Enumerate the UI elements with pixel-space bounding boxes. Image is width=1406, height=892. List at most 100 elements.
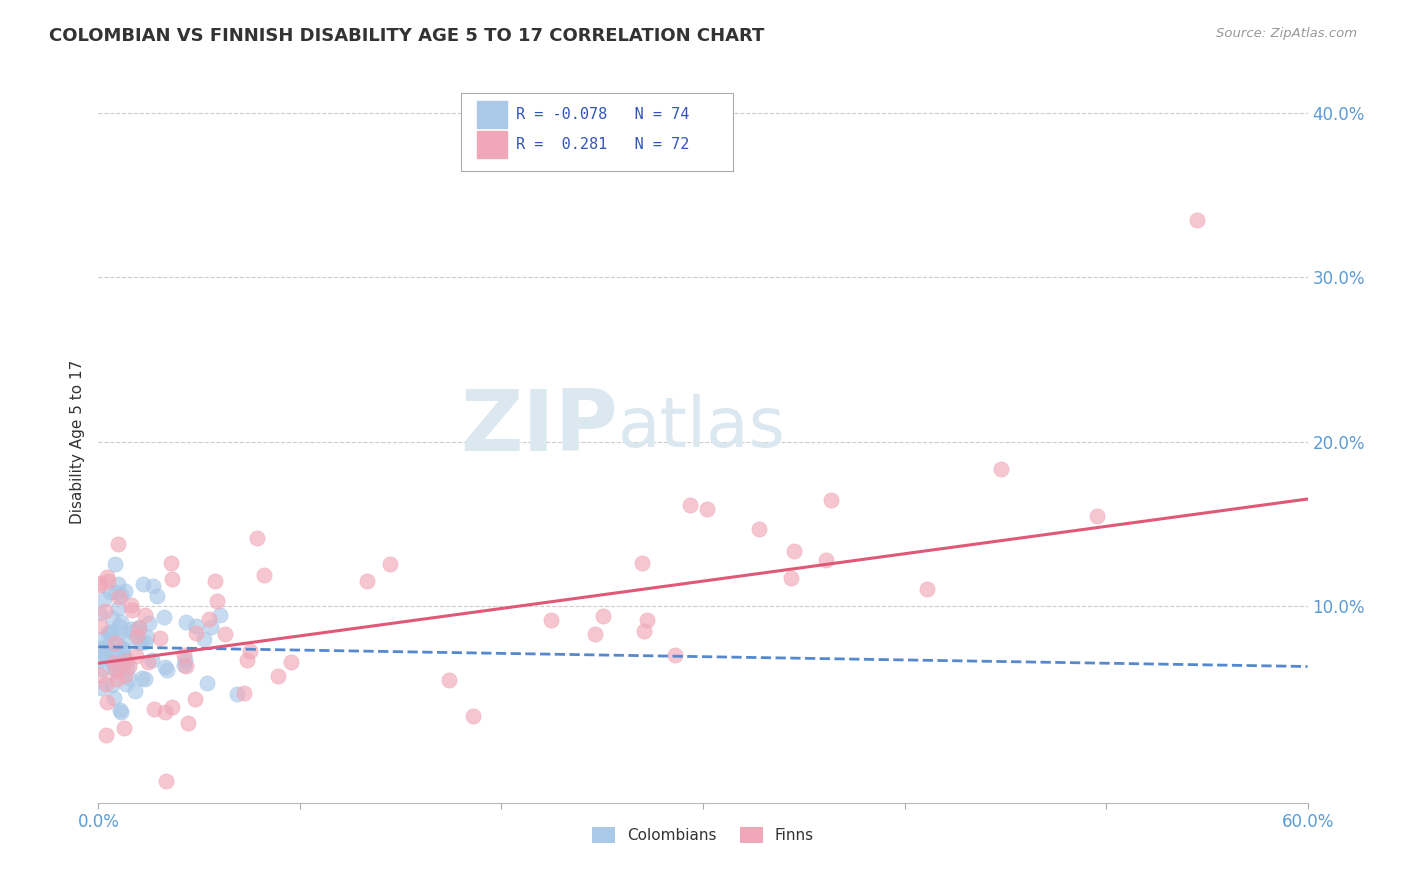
Text: R = -0.078   N = 74: R = -0.078 N = 74: [516, 107, 689, 121]
Point: [636, 613, 658, 627]
Point: [104, 664, 127, 678]
Point: [104, 636, 127, 650]
Point: [118, 671, 141, 685]
Point: [97, 574, 120, 588]
Point: [94, 677, 117, 691]
Point: [142, 579, 165, 593]
Point: [105, 672, 128, 686]
Text: ZIP: ZIP: [461, 385, 619, 468]
Point: [98, 625, 121, 640]
Point: [100, 627, 122, 641]
Bar: [477, 131, 508, 158]
Point: [380, 557, 402, 571]
FancyBboxPatch shape: [461, 93, 734, 170]
Bar: [477, 101, 508, 128]
Point: [128, 620, 150, 634]
Point: [89, 576, 111, 591]
Text: atlas: atlas: [619, 393, 786, 460]
Point: [783, 544, 806, 558]
Point: [780, 571, 803, 585]
Point: [118, 658, 141, 673]
Point: [101, 610, 124, 624]
Point: [214, 627, 236, 641]
Point: [134, 634, 156, 648]
Point: [160, 572, 183, 586]
Point: [155, 660, 177, 674]
Point: [236, 653, 259, 667]
Point: [136, 655, 159, 669]
Point: [132, 577, 155, 591]
Point: [232, 686, 254, 700]
Point: [129, 635, 152, 649]
Text: R =  0.281   N = 72: R = 0.281 N = 72: [516, 137, 689, 152]
Point: [120, 622, 142, 636]
Point: [112, 649, 135, 664]
Point: [177, 715, 200, 730]
Point: [146, 589, 169, 603]
Point: [110, 704, 132, 718]
Point: [148, 632, 170, 646]
Point: [204, 574, 226, 589]
Point: [121, 603, 143, 617]
Y-axis label: Disability Age 5 to 17: Disability Age 5 to 17: [69, 359, 84, 524]
Point: [90, 662, 112, 676]
Point: [173, 658, 195, 673]
Point: [103, 691, 125, 706]
Point: [131, 671, 153, 685]
Point: [583, 627, 606, 641]
Point: [631, 556, 654, 570]
Point: [124, 684, 146, 698]
Point: [155, 774, 177, 789]
Point: [114, 584, 136, 599]
Point: [184, 692, 207, 706]
Point: [174, 658, 197, 673]
Point: [174, 653, 197, 667]
Point: [104, 584, 127, 599]
Point: [93, 604, 115, 618]
Point: [89, 668, 111, 682]
Text: COLOMBIAN VS FINNISH DISABILITY AGE 5 TO 17 CORRELATION CHART: COLOMBIAN VS FINNISH DISABILITY AGE 5 TO…: [49, 27, 765, 45]
Point: [108, 653, 131, 667]
Point: [134, 673, 156, 687]
Point: [141, 653, 163, 667]
Point: [96, 639, 118, 653]
Point: [96, 570, 118, 584]
Point: [915, 582, 938, 597]
Point: [153, 609, 176, 624]
Point: [592, 608, 614, 623]
Point: [208, 608, 231, 623]
Point: [205, 594, 228, 608]
Point: [121, 624, 143, 639]
Point: [184, 618, 207, 632]
Point: [107, 601, 129, 615]
Point: [110, 615, 132, 629]
Point: [748, 522, 770, 536]
Point: [101, 678, 124, 692]
Point: [90, 642, 112, 657]
Point: [160, 556, 183, 570]
Point: [93, 631, 115, 645]
Point: [97, 625, 120, 640]
Point: [153, 705, 176, 719]
Point: [114, 654, 136, 668]
Point: [111, 642, 134, 657]
Point: [679, 498, 702, 512]
Point: [143, 702, 166, 716]
Point: [114, 654, 136, 668]
Point: [125, 629, 148, 643]
Point: [93, 591, 115, 606]
Point: [814, 553, 837, 567]
Point: [633, 624, 655, 639]
Point: [101, 656, 124, 670]
Point: [94, 649, 117, 664]
Point: [107, 639, 129, 653]
Point: [89, 606, 111, 620]
Point: [356, 574, 378, 588]
Point: [107, 537, 129, 551]
Point: [114, 632, 136, 647]
Point: [89, 578, 111, 592]
Point: [103, 656, 125, 670]
Point: [110, 706, 132, 720]
Point: [110, 652, 132, 666]
Point: [174, 615, 197, 630]
